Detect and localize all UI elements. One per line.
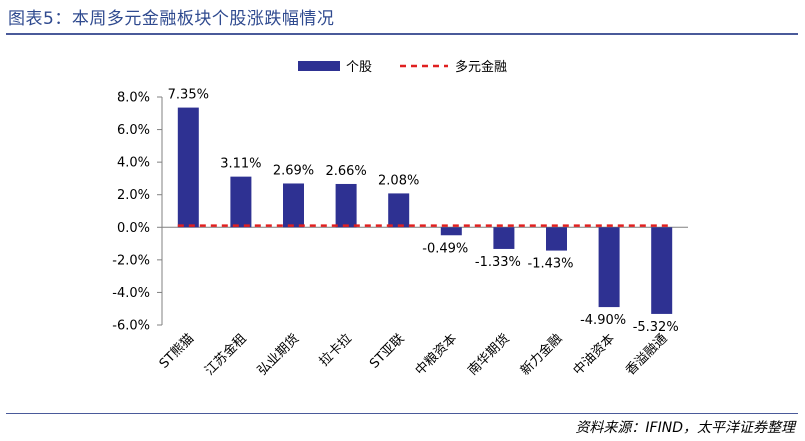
- data-label: 3.11%: [220, 157, 261, 172]
- category-label: 新力金融: [517, 331, 565, 379]
- bar: [440, 227, 462, 236]
- data-label: -4.90%: [580, 313, 626, 328]
- bars: [177, 107, 673, 314]
- category-label: 中油资本: [571, 331, 618, 378]
- category-labels: ST熊猫 江苏金租 弘业期货 拉卡拉 ST亚联 中粮资本 南华期货 新力金融 中油资本 香溢融通: [156, 331, 671, 379]
- category-label: 中粮资本: [413, 331, 460, 378]
- data-label: -1.43%: [528, 257, 574, 272]
- bar: [493, 227, 515, 249]
- y-tick-label: 6.0%: [117, 123, 150, 138]
- bar: [283, 183, 304, 228]
- y-tick-label: 0.0%: [117, 221, 150, 236]
- category-label: 弘业期货: [254, 331, 302, 379]
- bar: [546, 227, 567, 251]
- bar: [230, 176, 252, 228]
- category-label: 拉卡拉: [317, 331, 355, 369]
- category-label: 香溢融通: [623, 331, 670, 378]
- bar: [388, 193, 410, 228]
- y-tick-label: -6.0%: [112, 319, 150, 334]
- category-label: ST熊猫: [156, 331, 197, 372]
- y-tick-label: -2.0%: [112, 253, 150, 268]
- legend-bar-swatch: [298, 61, 340, 71]
- top-rule: [6, 33, 798, 35]
- bar: [651, 227, 673, 314]
- bar: [177, 107, 199, 228]
- legend: 个股 多元金融: [298, 59, 507, 75]
- legend-line-label: 多元金融: [455, 59, 507, 75]
- y-tick-label: -4.0%: [112, 286, 150, 301]
- category-label: 南华期货: [465, 331, 513, 379]
- data-label: -1.33%: [475, 255, 521, 270]
- y-tick-label: 4.0%: [117, 156, 150, 171]
- category-label: 江苏金租: [202, 331, 250, 379]
- legend-bar-label: 个股: [346, 60, 372, 75]
- source-note: 资料来源：IFIND，太平洋证券整理: [575, 420, 795, 436]
- data-label: -0.49%: [422, 241, 468, 256]
- y-tick-label: 2.0%: [117, 188, 150, 203]
- data-label: 2.69%: [273, 163, 314, 178]
- y-tick-label: 8.0%: [117, 91, 150, 106]
- bar: [598, 227, 620, 308]
- data-label: 2.66%: [325, 164, 366, 179]
- category-label: ST亚联: [367, 331, 407, 371]
- bar: [335, 183, 357, 228]
- figure-title: 图表5：本周多元金融板块个股涨跌幅情况: [8, 9, 335, 29]
- data-label: -5.32%: [633, 320, 679, 335]
- data-label: 2.08%: [378, 173, 419, 188]
- y-axis: 8.0% 6.0% 4.0% 2.0% 0.0% -2.0% -4.0% -6.0%: [112, 91, 688, 334]
- data-labels: 7.35% 3.11% 2.69% 2.66% 2.08% -0.49% -1.33% -1.…: [168, 88, 679, 335]
- data-label: 7.35%: [168, 88, 209, 103]
- bottom-rule: [6, 413, 798, 414]
